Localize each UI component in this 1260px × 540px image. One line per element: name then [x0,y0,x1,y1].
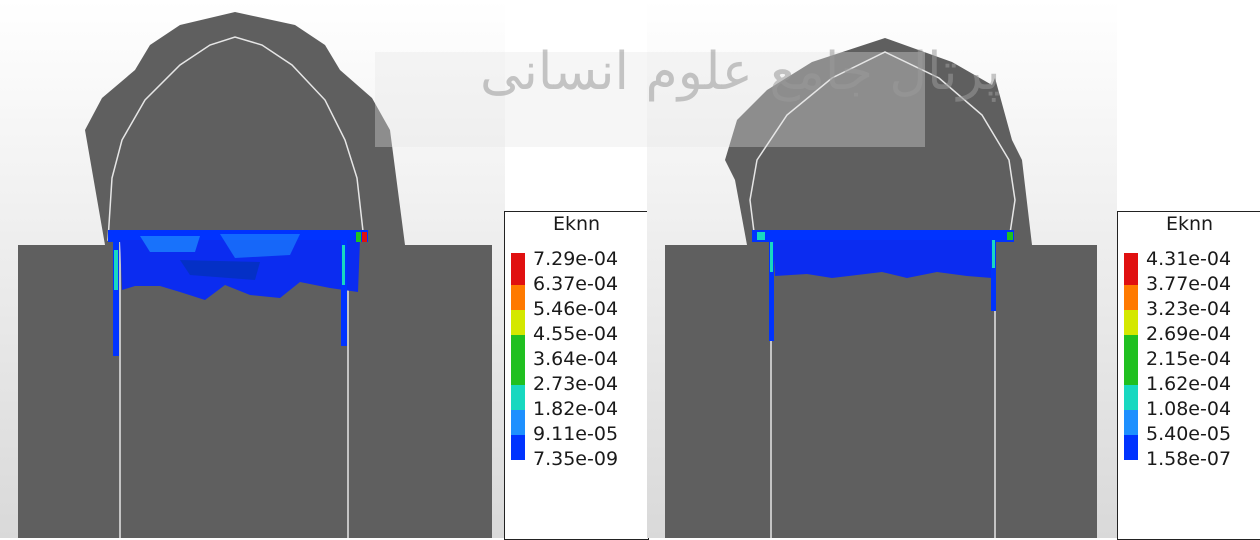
dome-body [725,38,1032,245]
legend-title: Eknn [1165,213,1214,235]
legend-label: 1.08e-04 [1146,398,1232,420]
legend-swatch [511,310,525,335]
legend-label: 3.23e-04 [1146,298,1232,320]
legend-swatch [1124,253,1138,285]
right-buttress [352,245,492,538]
left-legend: Eknn 7.29e-04 6.37e-04 5.46e-04 4.55e-04… [504,211,649,540]
legend-swatch [511,385,525,410]
right-legend: Eknn 4.31e-04 3.77e-04 3.23e-04 2.69e-04… [1117,211,1260,540]
dome-body [85,12,405,245]
legend-label: 5.40e-05 [1146,423,1232,445]
right-buttress [997,245,1097,538]
legend-swatch [1124,335,1138,360]
watermark-box [375,52,925,147]
legend-label: 1.58e-07 [1146,448,1232,470]
legend-label: 2.69e-04 [1146,323,1232,345]
legend-swatch [511,285,525,310]
watermark-text: پرتال جامع علوم انسانی [480,42,1001,102]
tower-body [747,240,1007,538]
legend-swatch [511,360,525,385]
legend-swatch [511,410,525,435]
legend-swatch [511,253,525,285]
tower-body [105,240,360,538]
legend-label: 6.37e-04 [533,273,619,295]
legend-label: 1.62e-04 [1146,373,1232,395]
right-model-panel [647,0,1117,538]
legend-label: 1.82e-04 [533,398,619,420]
left-buttress [18,245,113,538]
left-buttress [665,245,755,538]
legend-swatch [1124,310,1138,335]
legend-swatch [511,447,525,460]
left-model-view [0,0,505,538]
legend-label: 2.73e-04 [533,373,619,395]
strain-contour [752,230,1014,341]
legend-label: 4.55e-04 [533,323,619,345]
legend-label: 4.31e-04 [1146,248,1232,270]
strain-contour [108,230,368,356]
legend-swatch [1124,285,1138,310]
inner-outline [107,36,365,241]
legend-label: 3.77e-04 [1146,273,1232,295]
inner-outline [749,51,1016,241]
legend-title: Eknn [552,213,601,235]
legend-label: 9.11e-05 [533,423,619,445]
legend-swatch [1124,360,1138,385]
right-model-view [647,0,1117,538]
legend-label: 2.15e-04 [1146,348,1232,370]
legend-swatch [511,335,525,360]
legend-swatch [1124,385,1138,410]
legend-swatch [1124,447,1138,460]
legend-label: 7.29e-04 [533,248,619,270]
legend-label: 5.46e-04 [533,298,619,320]
legend-label: 3.64e-04 [533,348,619,370]
left-model-panel [0,0,505,538]
legend-label: 7.35e-09 [533,448,619,470]
legend-swatch [1124,410,1138,435]
